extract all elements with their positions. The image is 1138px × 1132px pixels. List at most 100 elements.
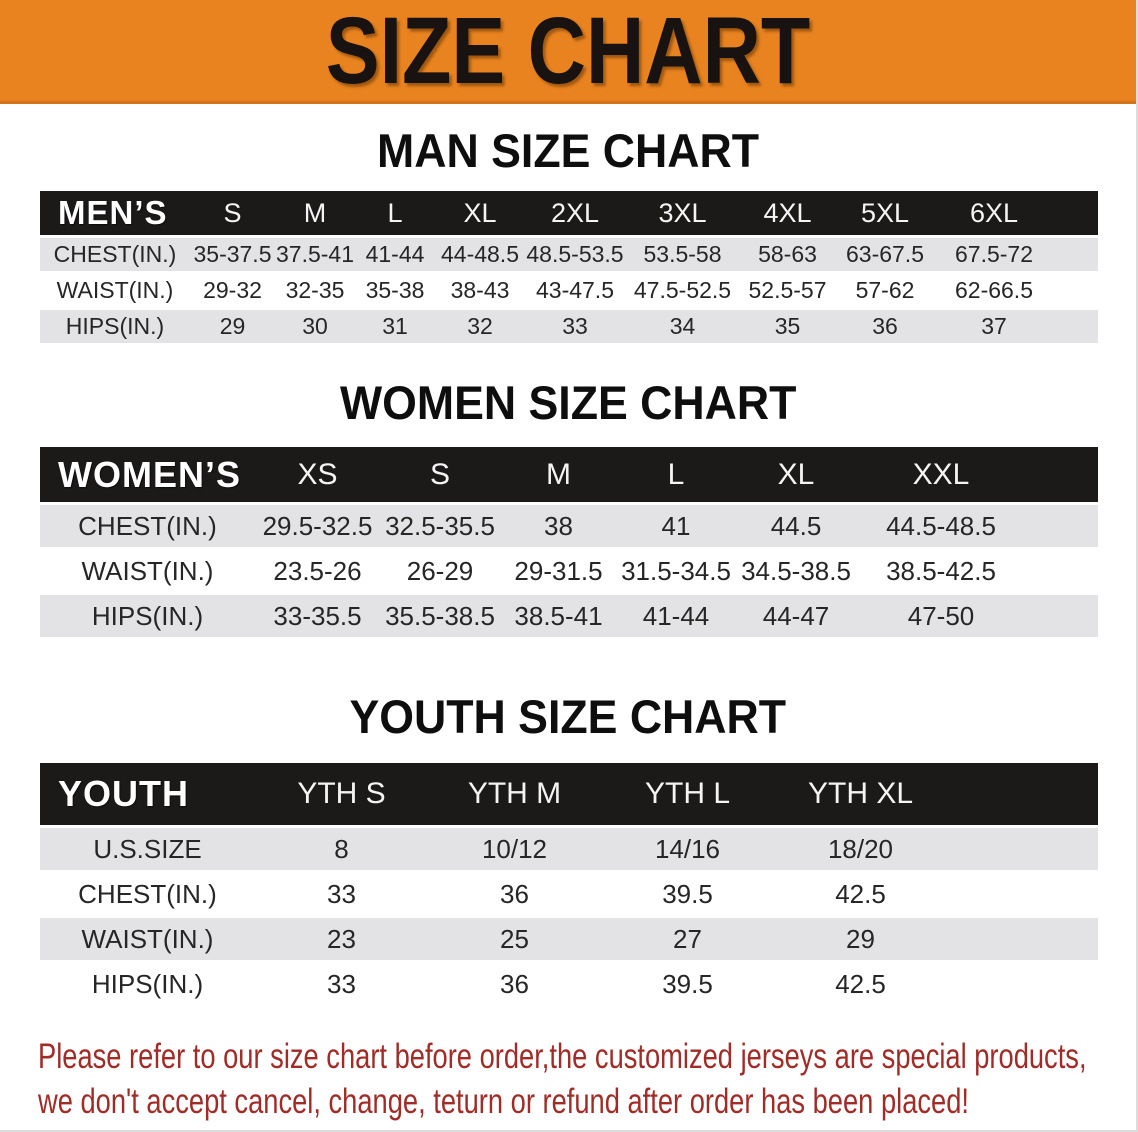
- row-label: U.S.SIZE: [40, 828, 255, 870]
- size-value: 38.5-42.5: [857, 550, 1025, 592]
- size-value: 42.5: [774, 873, 947, 915]
- size-value: 14/16: [601, 828, 774, 870]
- size-value: 35-37.5: [190, 238, 275, 271]
- row-label: HIPS(IN.): [40, 963, 255, 1005]
- size-value: 39.5: [601, 963, 774, 1005]
- row-label: WAIST(IN.): [40, 550, 255, 592]
- size-column-header: XL: [735, 447, 857, 502]
- value-spacer: [1025, 550, 1098, 592]
- size-value: 23: [255, 918, 428, 960]
- size-value: 26-29: [380, 550, 500, 592]
- size-value: 38-43: [435, 274, 525, 307]
- size-column-header: 3XL: [625, 191, 740, 235]
- size-value: 58-63: [740, 238, 835, 271]
- size-value: 34: [625, 310, 740, 343]
- measurement-row-ussize: U.S.SIZE 8 10/12 14/16 18/20: [40, 828, 1098, 870]
- size-value: 39.5: [601, 873, 774, 915]
- size-value: 36: [835, 310, 935, 343]
- disclaimer-line-1: Please refer to our size chart before or…: [38, 1037, 1087, 1076]
- size-value: 29: [774, 918, 947, 960]
- value-spacer: [1025, 595, 1098, 637]
- size-value: 32-35: [275, 274, 355, 307]
- value-spacer: [1053, 238, 1098, 271]
- youth-section-title-text: YOUTH SIZE CHART: [349, 690, 787, 743]
- value-spacer: [1053, 274, 1098, 307]
- size-value: 38.5-41: [500, 595, 617, 637]
- women-table-header-row: WOMEN’S XS S M L XL XXL: [40, 447, 1098, 502]
- size-value: 37: [935, 310, 1053, 343]
- size-column-header: XXL: [857, 447, 1025, 502]
- size-value: 36: [428, 963, 601, 1005]
- measurement-row-chest: CHEST(IN.) 29.5-32.5 32.5-35.5 38 41 44.…: [40, 505, 1098, 547]
- size-column-header: M: [275, 191, 355, 235]
- men-table-header-row: MEN’S S M L XL 2XL 3XL 4XL 5XL 6XL: [40, 191, 1098, 235]
- size-column-header: YTH S: [255, 763, 428, 825]
- measurement-row-chest: CHEST(IN.) 33 36 39.5 42.5: [40, 873, 1098, 915]
- size-column-header: 6XL: [935, 191, 1053, 235]
- size-value: 43-47.5: [525, 274, 625, 307]
- size-value: 29-32: [190, 274, 275, 307]
- size-value: 32.5-35.5: [380, 505, 500, 547]
- disclaimer: Please refer to our size chart before or…: [38, 1034, 1136, 1124]
- size-value: 29.5-32.5: [255, 505, 380, 547]
- size-column-header: XL: [435, 191, 525, 235]
- measurement-row-hips: HIPS(IN.) 33 36 39.5 42.5: [40, 963, 1098, 1005]
- size-value: 35-38: [355, 274, 435, 307]
- size-value: 44.5-48.5: [857, 505, 1025, 547]
- size-column-header: YTH L: [601, 763, 774, 825]
- size-value: 8: [255, 828, 428, 870]
- measurement-row-chest: CHEST(IN.) 35-37.5 37.5-41 41-44 44-48.5…: [40, 238, 1098, 271]
- size-column-header: L: [355, 191, 435, 235]
- row-label: CHEST(IN.): [40, 505, 255, 547]
- header-spacer: [1025, 447, 1098, 502]
- size-column-header: 2XL: [525, 191, 625, 235]
- size-value: 41: [617, 505, 735, 547]
- size-value: 42.5: [774, 963, 947, 1005]
- size-value: 52.5-57: [740, 274, 835, 307]
- value-spacer: [947, 873, 1098, 915]
- men-size-table: MEN’S S M L XL 2XL 3XL 4XL 5XL 6XL CHEST…: [40, 188, 1098, 346]
- measurement-row-waist: WAIST(IN.) 29-32 32-35 35-38 38-43 43-47…: [40, 274, 1098, 307]
- size-value: 44-47: [735, 595, 857, 637]
- size-value: 29-31.5: [500, 550, 617, 592]
- size-value: 34.5-38.5: [735, 550, 857, 592]
- row-label: WAIST(IN.): [40, 918, 255, 960]
- row-label: CHEST(IN.): [40, 873, 255, 915]
- youth-table-header-row: YOUTH YTH S YTH M YTH L YTH XL: [40, 763, 1098, 825]
- value-spacer: [1025, 505, 1098, 547]
- size-column-header: M: [500, 447, 617, 502]
- size-value: 10/12: [428, 828, 601, 870]
- size-value: 23.5-26: [255, 550, 380, 592]
- size-value: 25: [428, 918, 601, 960]
- value-spacer: [947, 918, 1098, 960]
- size-value: 63-67.5: [835, 238, 935, 271]
- measurement-row-hips: HIPS(IN.) 29 30 31 32 33 34 35 36 37: [40, 310, 1098, 343]
- size-value: 53.5-58: [625, 238, 740, 271]
- size-column-header: 4XL: [740, 191, 835, 235]
- size-column-header: XS: [255, 447, 380, 502]
- women-section-title-text: WOMEN SIZE CHART: [339, 376, 797, 429]
- size-value: 33: [255, 963, 428, 1005]
- size-value: 31.5-34.5: [617, 550, 735, 592]
- disclaimer-line-2: we don't accept cancel, change, teturn o…: [38, 1082, 969, 1121]
- size-value: 41-44: [617, 595, 735, 637]
- size-value: 33: [525, 310, 625, 343]
- size-column-header: S: [380, 447, 500, 502]
- men-section-title: MAN SIZE CHART: [0, 126, 1136, 176]
- banner-title: SIZE CHART: [325, 0, 811, 104]
- size-value: 47.5-52.5: [625, 274, 740, 307]
- size-value: 67.5-72: [935, 238, 1053, 271]
- row-label: CHEST(IN.): [40, 238, 190, 271]
- size-value: 31: [355, 310, 435, 343]
- header-spacer: [1053, 191, 1098, 235]
- size-value: 33: [255, 873, 428, 915]
- measurement-row-hips: HIPS(IN.) 33-35.5 35.5-38.5 38.5-41 41-4…: [40, 595, 1098, 637]
- value-spacer: [1053, 310, 1098, 343]
- size-value: 32: [435, 310, 525, 343]
- women-size-table: WOMEN’S XS S M L XL XXL CHEST(IN.) 29.5-…: [40, 444, 1098, 640]
- row-label: HIPS(IN.): [40, 595, 255, 637]
- youth-section-title: YOUTH SIZE CHART: [0, 692, 1136, 742]
- size-column-header: YTH M: [428, 763, 601, 825]
- size-value: 30: [275, 310, 355, 343]
